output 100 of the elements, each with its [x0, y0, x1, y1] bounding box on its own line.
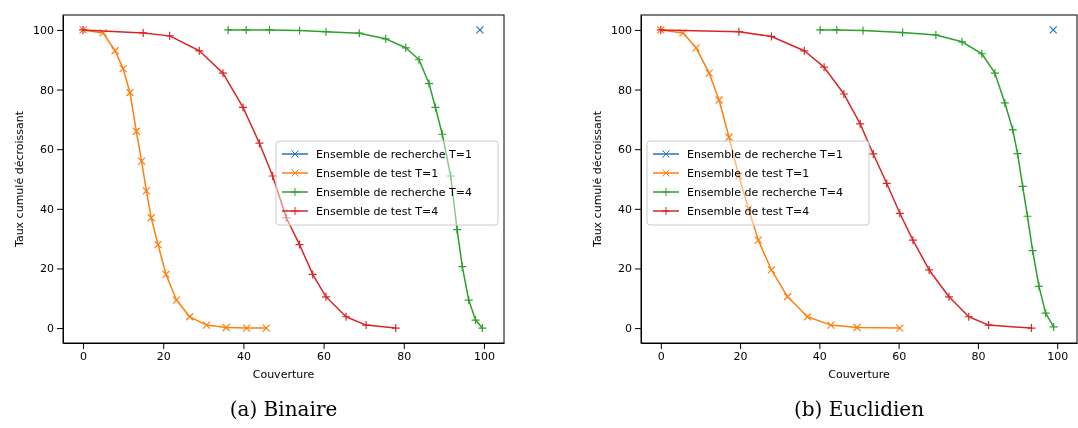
point — [815, 25, 825, 35]
legend-label: Ensemble de recherche T=1 — [687, 148, 844, 161]
x-tick-label: 60 — [317, 349, 332, 363]
point — [724, 133, 734, 142]
y-tick-label: 40 — [618, 202, 632, 216]
text: (a) Binaire — [229, 397, 338, 421]
point — [424, 78, 434, 89]
x-tick-label: 0 — [80, 349, 88, 363]
point — [984, 320, 994, 330]
point — [944, 292, 954, 302]
y-tick-label: 100 — [611, 23, 632, 37]
point — [734, 27, 744, 37]
point — [242, 323, 251, 333]
point — [132, 127, 141, 136]
point — [895, 323, 904, 333]
point — [990, 68, 1000, 78]
point — [98, 28, 108, 37]
point — [111, 46, 120, 55]
x-tick-label: 0 — [657, 349, 665, 363]
point — [803, 312, 812, 321]
legend-label: Ensemble de test T=4 — [316, 205, 439, 218]
legend-label: Ensemble de test T=4 — [687, 205, 810, 218]
y-tick-label: 100 — [33, 23, 54, 37]
y-axis-title: Taux cumulé décroissant — [13, 110, 26, 248]
point — [691, 43, 701, 52]
legend-label: Ensemble de test T=1 — [687, 167, 810, 180]
y-tick-label: 60 — [618, 143, 632, 157]
point — [185, 312, 194, 321]
point — [137, 157, 146, 166]
point — [924, 265, 934, 275]
point — [125, 88, 135, 97]
point — [908, 235, 918, 245]
point — [1000, 98, 1010, 108]
y-tick-label: 20 — [40, 262, 54, 276]
point — [826, 321, 835, 330]
point — [264, 25, 275, 35]
point — [868, 149, 878, 159]
point — [852, 323, 862, 332]
point — [268, 171, 278, 181]
point — [1034, 281, 1044, 291]
y-axis-title: Taux cumulé décroissant — [591, 110, 604, 248]
y-tick-label: 80 — [40, 83, 54, 97]
x-tick-label: 20 — [733, 349, 748, 363]
point — [147, 213, 156, 222]
point — [714, 95, 724, 105]
x-tick-label: 40 — [236, 349, 251, 363]
legend-label: Ensemble de recherche T=4 — [687, 186, 844, 199]
point — [165, 31, 175, 41]
x-tick-label: 100 — [1047, 349, 1069, 363]
y-tick-label: 20 — [618, 262, 632, 276]
legend-label: Ensemble de test T=1 — [316, 167, 439, 180]
x-axis-title: Couverture — [252, 368, 315, 381]
point — [832, 25, 842, 35]
point — [977, 49, 987, 59]
point — [452, 225, 462, 235]
point — [446, 171, 456, 181]
point — [783, 292, 792, 301]
point — [391, 323, 401, 333]
text: (b) Euclidien — [793, 397, 925, 421]
point — [222, 323, 231, 332]
x-tick-label: 60 — [892, 349, 907, 363]
legend-label: Ensemble de recherche T=1 — [316, 148, 473, 161]
point — [705, 69, 714, 78]
x-tick-label: 40 — [812, 349, 827, 363]
point — [767, 265, 776, 275]
point — [262, 323, 271, 333]
point — [414, 55, 424, 65]
point — [119, 64, 128, 73]
point — [754, 236, 763, 245]
point — [1049, 25, 1058, 35]
point — [341, 312, 351, 322]
y-tick-label: 0 — [47, 322, 54, 336]
y-tick-label: 40 — [40, 202, 54, 216]
point — [321, 292, 331, 302]
x-tick-label: 80 — [397, 349, 412, 363]
point — [153, 240, 163, 249]
point — [1049, 322, 1059, 332]
point — [172, 295, 181, 305]
point — [819, 62, 829, 72]
point — [957, 37, 967, 47]
x-tick-label: 100 — [473, 349, 495, 363]
x-axis-title: Couverture — [828, 368, 890, 381]
x-tick-label: 80 — [971, 349, 986, 363]
y-tick-label: 60 — [40, 143, 54, 157]
point — [678, 28, 688, 37]
point — [464, 295, 474, 305]
point — [202, 321, 211, 330]
point — [477, 323, 487, 333]
y-tick-label: 80 — [618, 83, 632, 97]
point — [218, 68, 228, 78]
point — [839, 89, 849, 99]
point — [241, 25, 251, 35]
legend-label: Ensemble de recherche T=4 — [316, 186, 473, 199]
point — [238, 102, 248, 113]
point — [361, 320, 371, 330]
point — [223, 25, 233, 35]
x-tick-label: 20 — [156, 349, 171, 363]
y-tick-label: 0 — [625, 322, 632, 336]
point — [470, 315, 481, 325]
point — [475, 25, 485, 35]
